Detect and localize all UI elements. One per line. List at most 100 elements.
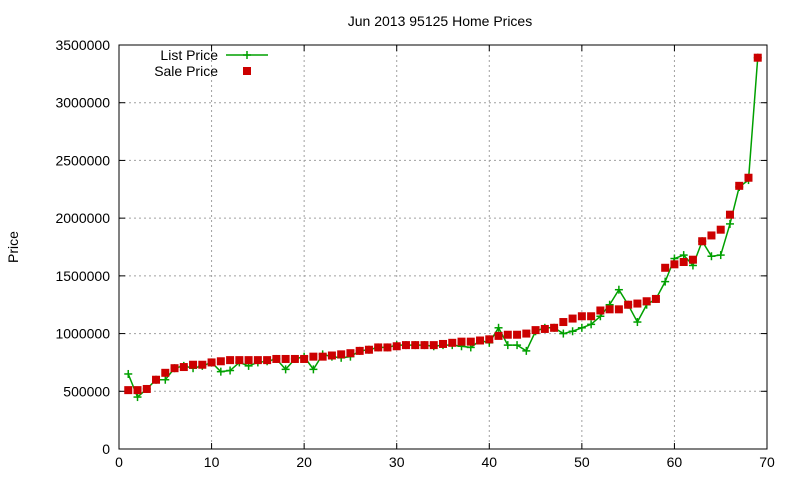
data-point (633, 299, 642, 308)
data-point (429, 341, 438, 350)
data-point (448, 338, 457, 347)
data-point (633, 318, 642, 327)
data-point (540, 324, 549, 333)
data-point (374, 343, 383, 352)
data-point (476, 336, 485, 345)
y-tick-label: 1000000 (55, 326, 110, 342)
data-point (485, 335, 494, 344)
x-tick-label: 10 (204, 454, 220, 470)
data-point (559, 329, 568, 338)
y-tick-label: 0 (102, 441, 110, 457)
series-layer (124, 53, 762, 402)
data-point (716, 225, 725, 234)
x-tick-label: 0 (115, 454, 123, 470)
series-1 (124, 53, 762, 395)
legend-label: List Price (160, 47, 218, 63)
data-point (596, 306, 605, 315)
grid (119, 45, 767, 449)
data-point (300, 354, 309, 363)
legend-marker (243, 67, 251, 75)
series-0 (124, 53, 762, 402)
data-point (466, 337, 475, 346)
x-tick-label: 20 (296, 454, 312, 470)
data-point (661, 277, 670, 286)
data-point (272, 354, 281, 363)
data-point (522, 329, 531, 338)
data-point (263, 356, 272, 365)
plot-frame (118, 44, 768, 450)
data-point (531, 326, 540, 335)
data-point (661, 263, 670, 272)
data-point (226, 366, 235, 375)
data-point (707, 231, 716, 240)
data-point (522, 346, 531, 355)
data-point (503, 330, 512, 339)
data-point (281, 354, 290, 363)
data-point (133, 386, 142, 395)
data-point (253, 356, 262, 365)
data-point (124, 386, 133, 395)
data-point (226, 356, 235, 365)
y-tick-label: 2000000 (55, 210, 110, 226)
y-axis-label: Price (5, 231, 21, 263)
data-point (161, 368, 170, 377)
data-point (735, 181, 744, 190)
data-point (281, 365, 290, 374)
data-point (587, 312, 596, 321)
data-point (725, 219, 734, 228)
data-point (698, 237, 707, 246)
x-tick-label: 60 (667, 454, 683, 470)
data-point (161, 375, 170, 384)
data-point (642, 297, 651, 306)
x-tick-label: 50 (574, 454, 590, 470)
data-point (568, 314, 577, 323)
data-point (716, 251, 725, 260)
data-point (725, 210, 734, 219)
y-tick-label: 3500000 (55, 37, 110, 53)
data-point (337, 350, 346, 359)
data-point (614, 285, 623, 294)
data-point (568, 327, 577, 336)
data-point (170, 364, 179, 373)
data-point (753, 53, 762, 62)
data-point (679, 251, 688, 260)
data-point (707, 252, 716, 261)
data-point (198, 360, 207, 369)
x-tick-label: 30 (389, 454, 405, 470)
data-point (577, 323, 586, 332)
data-point (216, 357, 225, 366)
data-point (346, 349, 355, 358)
data-point (290, 354, 299, 363)
data-point (383, 343, 392, 352)
data-point (670, 260, 679, 269)
data-point (133, 393, 142, 402)
data-point (605, 305, 614, 314)
data-point (401, 341, 410, 350)
data-point (207, 358, 216, 367)
data-point (494, 331, 503, 340)
data-point (513, 330, 522, 339)
data-point (216, 367, 225, 376)
legend-label: Sale Price (154, 63, 218, 79)
data-point (503, 341, 512, 350)
data-point (550, 323, 559, 332)
data-point (309, 365, 318, 374)
y-tick-label: 1500000 (55, 268, 110, 284)
legend-marker (243, 51, 251, 59)
data-point (318, 352, 327, 361)
data-point (364, 345, 373, 354)
data-point (513, 341, 522, 350)
data-point (624, 300, 633, 309)
data-point (327, 351, 336, 360)
data-point (189, 360, 198, 369)
data-point (457, 337, 466, 346)
data-point (559, 318, 568, 327)
data-point (494, 323, 503, 332)
data-point (651, 294, 660, 303)
data-point (152, 375, 161, 384)
data-point (420, 341, 429, 350)
data-point (244, 356, 253, 365)
data-point (688, 255, 697, 264)
y-tick-label: 500000 (63, 383, 110, 399)
